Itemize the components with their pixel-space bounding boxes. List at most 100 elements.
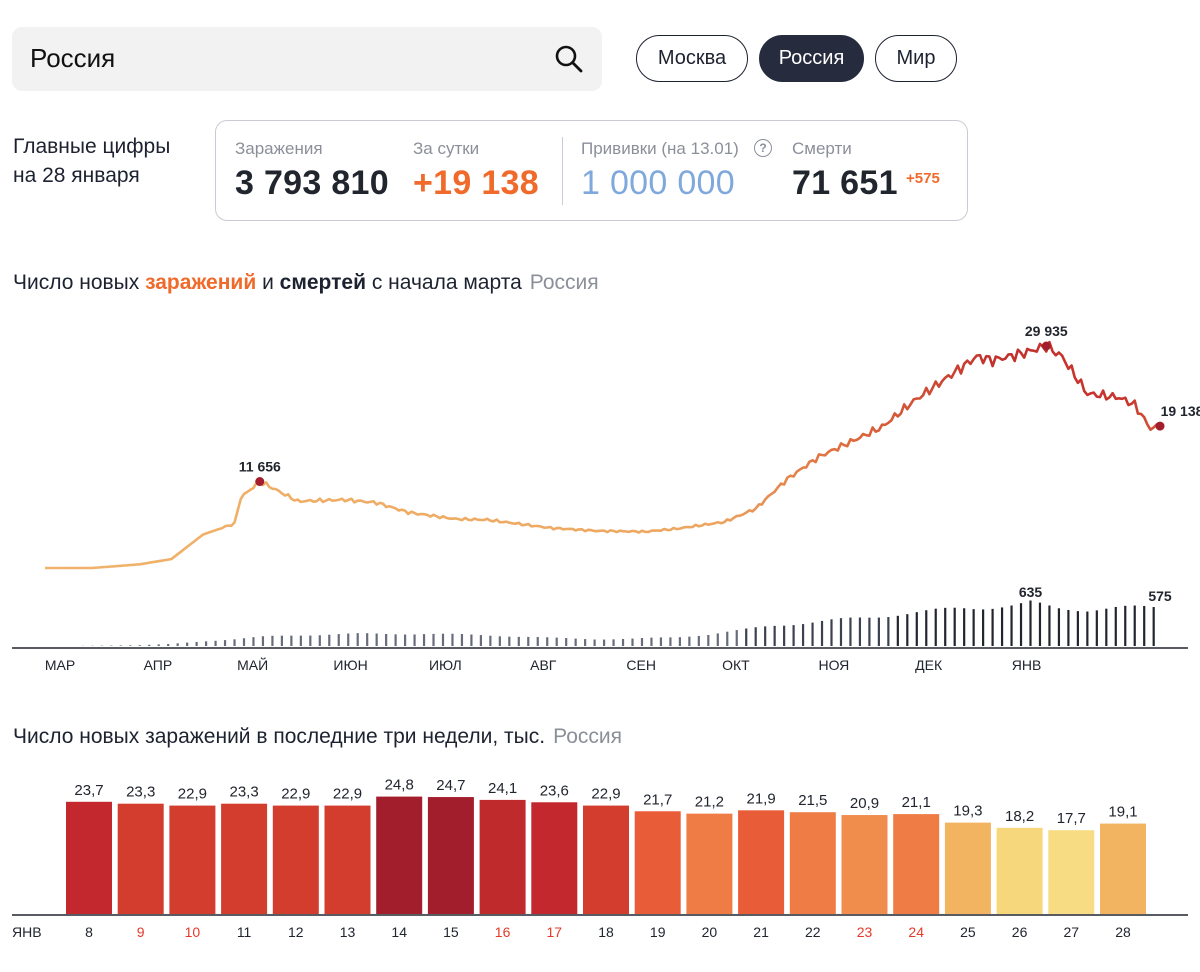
death-bar	[214, 640, 217, 646]
month-tick-label: ЯНВ	[1012, 657, 1042, 673]
death-bar	[489, 635, 492, 646]
death-bar	[773, 625, 776, 646]
death-bar	[783, 625, 786, 646]
death-bar	[953, 607, 956, 646]
day-tick-label: 15	[443, 924, 459, 940]
death-bar	[375, 633, 378, 646]
chart2-title: Число новых заражений в последние три не…	[13, 725, 622, 749]
chart2-title-text: Число новых заражений в последние три не…	[13, 725, 546, 748]
chart2-svg: 23,7 8 23,3 9 22,9 10 23,3 11 22,9 12 22,9 13 24,8 14…	[12, 777, 1188, 940]
death-bar	[527, 636, 530, 646]
death-bar	[176, 643, 179, 646]
bar	[686, 813, 733, 914]
bar	[531, 802, 578, 914]
bar	[169, 805, 216, 914]
day-tick-label: 26	[1012, 924, 1028, 940]
bar-value-label: 22,9	[178, 786, 207, 803]
chart1-title-and: и	[256, 271, 280, 294]
death-bar	[167, 643, 170, 646]
death-bar	[1076, 611, 1079, 646]
death-bar	[650, 637, 653, 646]
death-bar	[366, 633, 369, 646]
tab-world[interactable]: Мир	[875, 35, 957, 82]
death-bar	[621, 638, 625, 646]
search-box[interactable]: Россия	[12, 27, 602, 91]
tab-russia[interactable]: Россия	[759, 35, 864, 82]
bar-value-label: 23,3	[126, 784, 155, 801]
death-bar	[356, 633, 359, 646]
help-icon[interactable]: ?	[754, 139, 772, 157]
month-tick-label: ДЕК	[915, 657, 943, 673]
death-bar	[839, 618, 843, 646]
infections-line	[45, 340, 1162, 570]
death-bar	[1048, 605, 1051, 646]
death-bar	[1057, 608, 1061, 646]
death-bar	[555, 637, 558, 646]
chart1-title-infections: заражений	[145, 271, 257, 294]
chart1-title-suffix: с начала марта	[365, 271, 522, 294]
bar	[634, 811, 681, 914]
death-bar	[925, 610, 928, 646]
chart1-title: Число новых заражений и смертей с начала…	[13, 271, 599, 295]
chart1-svg: 11 656 29 935 19 138 635 575 МАР АПР МАЙ ИЮН ИЮЛ А…	[12, 323, 1200, 673]
death-bar	[1086, 611, 1089, 646]
death-bar	[290, 635, 293, 646]
bar-value-label: 21,5	[798, 792, 827, 809]
death-bar	[119, 645, 122, 646]
bar-value-label: 23,6	[540, 782, 569, 799]
vaccinations-label: Прививки (на 13.01)	[581, 139, 739, 158]
infections-value: 3 793 810	[235, 164, 389, 202]
peak-label: 11 656	[239, 459, 281, 475]
month-tick-label: ОКТ	[722, 657, 750, 673]
bar-value-label: 23,7	[74, 782, 103, 799]
death-bar	[129, 645, 132, 646]
death-bar	[858, 617, 862, 646]
key-figures-title: Главные цифры на 28 января	[13, 132, 170, 190]
bar	[738, 810, 785, 914]
day-tick-label: 13	[340, 924, 356, 940]
bar-value-label: 22,9	[281, 786, 310, 803]
day-tick-label: 22	[805, 924, 821, 940]
death-bar	[584, 639, 587, 646]
death-bar	[1038, 602, 1042, 646]
death-bar	[697, 635, 700, 646]
bar	[324, 805, 371, 914]
death-bar	[811, 622, 814, 646]
death-bar	[413, 634, 416, 646]
day-tick-label: 23	[857, 924, 873, 940]
bar	[996, 827, 1043, 914]
bar-value-label: 17,7	[1057, 810, 1086, 827]
bar-value-label: 24,1	[488, 780, 517, 797]
death-bar	[148, 644, 151, 646]
bar-value-label: 18,2	[1005, 808, 1034, 825]
death-bar	[1133, 605, 1136, 646]
day-tick-label: 14	[391, 924, 407, 940]
death-bar	[991, 608, 994, 646]
month-tick-label: СЕН	[626, 657, 656, 673]
bar-value-label: 24,7	[436, 777, 465, 794]
search-icon[interactable]	[554, 44, 584, 74]
death-bar	[432, 633, 435, 646]
bar-value-label: 22,9	[333, 786, 362, 803]
search-input[interactable]: Россия	[30, 43, 116, 73]
peak-marker	[1155, 421, 1165, 431]
death-bar	[186, 642, 189, 646]
tab-moscow[interactable]: Москва	[636, 35, 748, 82]
death-bar	[470, 634, 473, 646]
death-bar	[318, 635, 321, 646]
bar	[117, 803, 164, 914]
bar-value-label: 21,7	[643, 791, 672, 808]
peak-label: 19 138	[1161, 403, 1200, 419]
day-tick-label: 12	[288, 924, 304, 940]
month-tick-label: МАР	[45, 657, 75, 673]
bar	[66, 801, 112, 914]
death-bar	[252, 637, 255, 646]
bar	[1100, 823, 1146, 914]
death-bar	[1143, 605, 1146, 646]
death-bar	[906, 614, 909, 646]
day-tick-label: 27	[1064, 924, 1080, 940]
death-bar	[1029, 600, 1032, 646]
death-bar	[403, 634, 407, 646]
daily-value: +19 138	[413, 164, 539, 202]
bar	[789, 812, 836, 914]
